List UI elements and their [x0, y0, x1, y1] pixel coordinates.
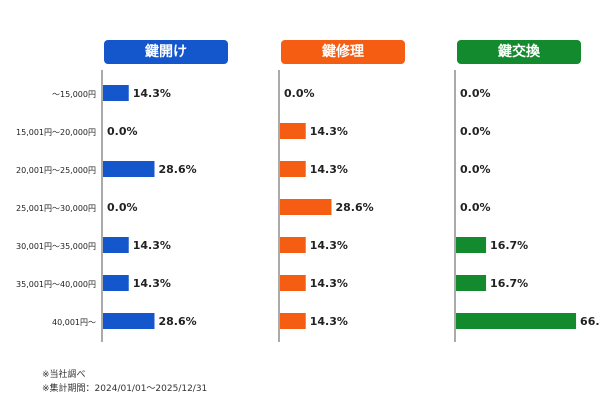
footnote-source: ※当社調べ	[42, 370, 86, 380]
data-label: 0.0%	[284, 87, 315, 100]
bar	[456, 237, 487, 253]
data-label: 28.6%	[335, 201, 373, 214]
category-label: 35,001円〜40,000円	[16, 280, 96, 289]
category-label: 30,001円〜35,000円	[16, 242, 96, 251]
data-label: 0.0%	[460, 87, 491, 100]
data-label: 28.6%	[158, 163, 196, 176]
data-label: 14.3%	[133, 277, 171, 290]
data-label: 16.7%	[490, 277, 528, 290]
data-label: 0.0%	[460, 201, 491, 214]
series-header-2: 鍵交換	[457, 40, 581, 64]
data-label: 14.3%	[310, 315, 348, 328]
bar	[103, 161, 155, 177]
category-label: 25,001円〜30,000円	[16, 204, 96, 213]
data-label: 28.6%	[158, 315, 196, 328]
bar	[280, 313, 306, 329]
data-label: 14.3%	[310, 239, 348, 252]
category-label: 20,001円〜25,000円	[16, 166, 96, 175]
bar	[103, 85, 129, 101]
data-label: 14.3%	[133, 87, 171, 100]
bar	[280, 237, 306, 253]
bar	[456, 275, 487, 291]
data-label: 14.3%	[133, 239, 171, 252]
series-header-0: 鍵開け	[104, 40, 228, 64]
bar	[280, 161, 306, 177]
bar	[103, 237, 129, 253]
bar	[280, 275, 306, 291]
data-label: 14.3%	[310, 277, 348, 290]
bar	[456, 313, 577, 329]
data-label: 0.0%	[460, 163, 491, 176]
bar	[103, 313, 155, 329]
category-label: 15,001円〜20,000円	[16, 128, 96, 137]
data-label: 0.0%	[460, 125, 491, 138]
data-label: 0.0%	[107, 125, 138, 138]
category-label: 40,001円〜	[52, 318, 96, 327]
category-label: 〜15,000円	[52, 90, 96, 99]
bar	[280, 123, 306, 139]
data-label: 14.3%	[310, 125, 348, 138]
series-header-1: 鍵修理	[281, 40, 405, 64]
footnote-period: ※集計期間：2024/01/01〜2025/12/31	[42, 384, 208, 394]
data-label: 16.7%	[490, 239, 528, 252]
bar	[280, 199, 332, 215]
data-label: 0.0%	[107, 201, 138, 214]
bar	[103, 275, 129, 291]
data-label: 66.7%	[580, 315, 600, 328]
data-label: 14.3%	[310, 163, 348, 176]
